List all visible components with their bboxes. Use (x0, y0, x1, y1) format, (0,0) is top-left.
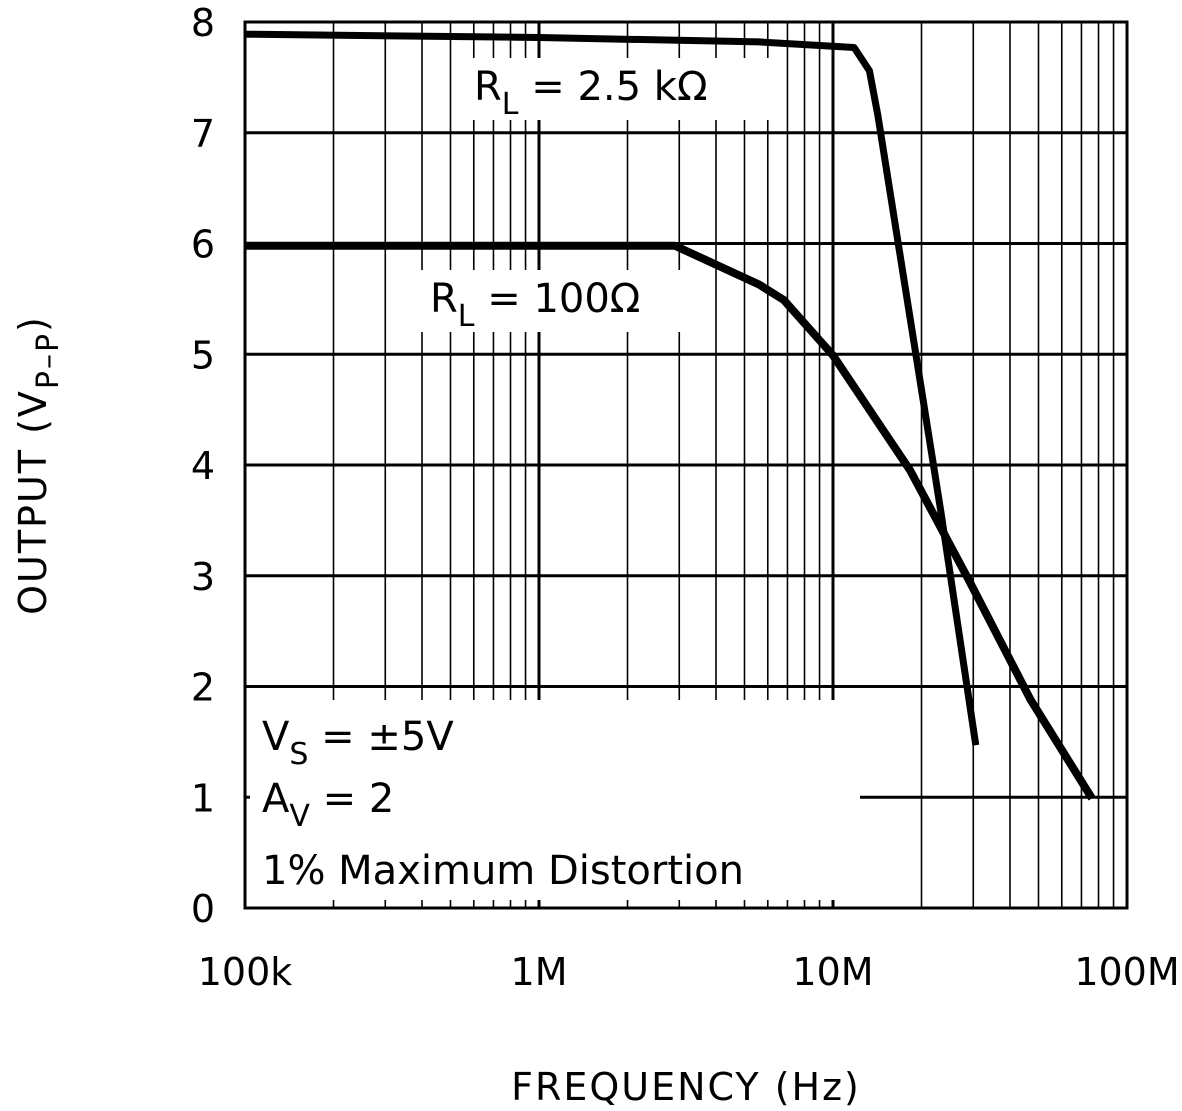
y-axis-label: OUTPUT (VP–P) (11, 315, 66, 615)
series-lines (244, 30, 1096, 801)
y-tick-label: 4 (191, 444, 215, 488)
y-tick-label: 2 (191, 666, 215, 710)
y-tick-label: 3 (191, 555, 215, 599)
label-bg-100 (418, 270, 698, 332)
annotation-vs: VS = ±5V (262, 714, 454, 772)
y-tick-label: 0 (191, 887, 215, 931)
y-tick-label: 8 (191, 1, 215, 45)
x-axis-label: FREQUENCY (Hz) (511, 1065, 861, 1109)
tick-labels: 0 1 2 3 4 5 6 7 8 100k 1M 10M 100M (191, 1, 1180, 994)
series-line-0 (244, 30, 980, 746)
x-tick-label: 10M (792, 950, 873, 994)
y-tick-label: 5 (191, 333, 215, 377)
y-tick-label: 7 (191, 112, 215, 156)
annotation-av: AV = 2 (262, 776, 394, 834)
series-label-2k5: RL = 2.5 kΩ (474, 64, 708, 122)
x-tick-label: 100k (198, 950, 293, 994)
x-tick-label: 100M (1074, 950, 1179, 994)
series-line-1 (245, 241, 1096, 801)
series-label-100: RL = 100Ω (430, 276, 640, 334)
plot-frame (243, 20, 1129, 910)
y-tick-label: 1 (191, 776, 215, 820)
label-bg-2k5 (462, 58, 770, 120)
annotation-distortion: 1% Maximum Distortion (262, 848, 744, 894)
conditions-bg (250, 700, 860, 900)
y-tick-label: 6 (191, 223, 215, 267)
x-tick-label: 1M (511, 950, 568, 994)
